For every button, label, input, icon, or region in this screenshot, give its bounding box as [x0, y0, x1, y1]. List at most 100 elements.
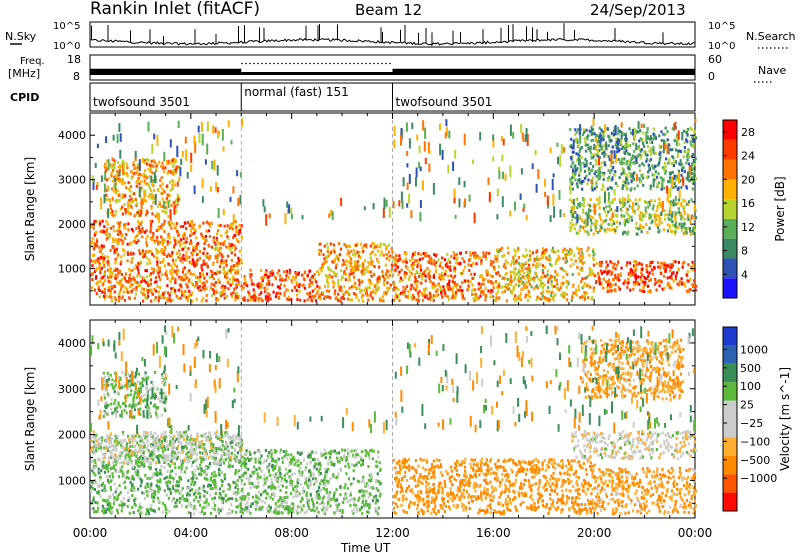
data-cell [600, 226, 603, 230]
data-cell [673, 174, 676, 178]
data-cell [310, 275, 313, 279]
data-cell [135, 234, 138, 238]
data-cell [552, 298, 555, 302]
data-cell [134, 171, 137, 175]
data-cell [216, 187, 219, 193]
data-cell [598, 213, 601, 217]
data-cell [590, 179, 593, 185]
data-cell [362, 265, 365, 269]
data-cell [385, 245, 388, 249]
data-cell [470, 264, 473, 267]
data-cell [647, 279, 651, 283]
data-cell [319, 297, 322, 301]
data-cell [164, 508, 167, 512]
data-cell [566, 273, 569, 276]
data-cell [570, 299, 573, 303]
colorbar-bin [723, 139, 737, 160]
data-cell [120, 296, 123, 300]
data-cell [565, 285, 568, 289]
data-cell [609, 171, 612, 175]
data-cell [587, 203, 590, 207]
data-cell [569, 264, 572, 268]
data-cell [526, 253, 529, 257]
data-cell [634, 130, 637, 134]
data-cell [641, 273, 644, 277]
data-cell [596, 198, 599, 201]
data-cell [166, 159, 169, 163]
data-cell [268, 293, 271, 297]
data-cell [156, 251, 159, 255]
data-cell [465, 250, 468, 254]
data-cell [240, 464, 243, 468]
data-cell [105, 232, 108, 236]
data-cell [94, 242, 97, 246]
data-cell [680, 228, 683, 232]
data-cell [624, 152, 627, 155]
data-cell [454, 296, 457, 300]
data-cell [625, 219, 628, 223]
data-cell [140, 173, 143, 177]
data-cell [221, 443, 224, 447]
data-cell [150, 188, 153, 192]
data-cell [210, 269, 213, 273]
data-cell [91, 278, 94, 282]
data-cell [448, 260, 452, 264]
data-cell [554, 250, 557, 254]
data-cell [90, 482, 93, 486]
data-cell [385, 199, 388, 207]
data-cell [156, 260, 159, 264]
data-cell [638, 198, 641, 202]
data-cell [550, 291, 553, 294]
data-cell [587, 134, 590, 138]
data-cell [680, 185, 683, 189]
data-cell [93, 247, 96, 251]
data-cell [171, 251, 174, 254]
data-cell [201, 133, 204, 146]
data-cell [161, 197, 164, 201]
data-cell [693, 160, 696, 164]
data-cell [628, 163, 631, 167]
data-cell [494, 279, 497, 283]
data-cell [658, 134, 661, 138]
data-cell [229, 271, 233, 275]
data-cell [404, 264, 407, 268]
data-cell [166, 254, 169, 258]
data-cell [112, 237, 115, 241]
data-cell [323, 297, 326, 300]
data-cell [92, 496, 95, 500]
data-cell [661, 262, 664, 266]
data-cell [109, 249, 112, 252]
data-cell [677, 260, 681, 264]
data-cell [229, 444, 232, 448]
data-cell [554, 262, 557, 266]
data-cell [654, 281, 658, 285]
data-cell [664, 171, 667, 175]
data-cell [575, 158, 579, 162]
data-cell [205, 498, 208, 502]
data-cell [356, 242, 359, 246]
data-cell [177, 198, 180, 202]
data-cell [615, 137, 618, 141]
data-cell [669, 187, 672, 198]
data-cell [616, 146, 619, 150]
data-cell [689, 140, 692, 144]
data-cell [179, 242, 182, 246]
data-cell [529, 258, 532, 261]
data-cell [522, 254, 525, 258]
data-cell [98, 221, 102, 225]
data-cell [674, 277, 677, 281]
data-cell [153, 240, 156, 244]
data-cell [676, 175, 679, 179]
data-cell [121, 205, 124, 209]
data-cell [455, 285, 458, 289]
data-cell [653, 135, 656, 139]
data-cell [322, 253, 325, 257]
data-cell [176, 272, 179, 276]
data-cell [569, 229, 572, 233]
data-cell [275, 292, 278, 295]
data-cell [123, 171, 126, 175]
data-cell [94, 500, 97, 504]
data-cell [156, 263, 159, 267]
data-cell [599, 132, 602, 136]
data-cell [288, 268, 291, 272]
